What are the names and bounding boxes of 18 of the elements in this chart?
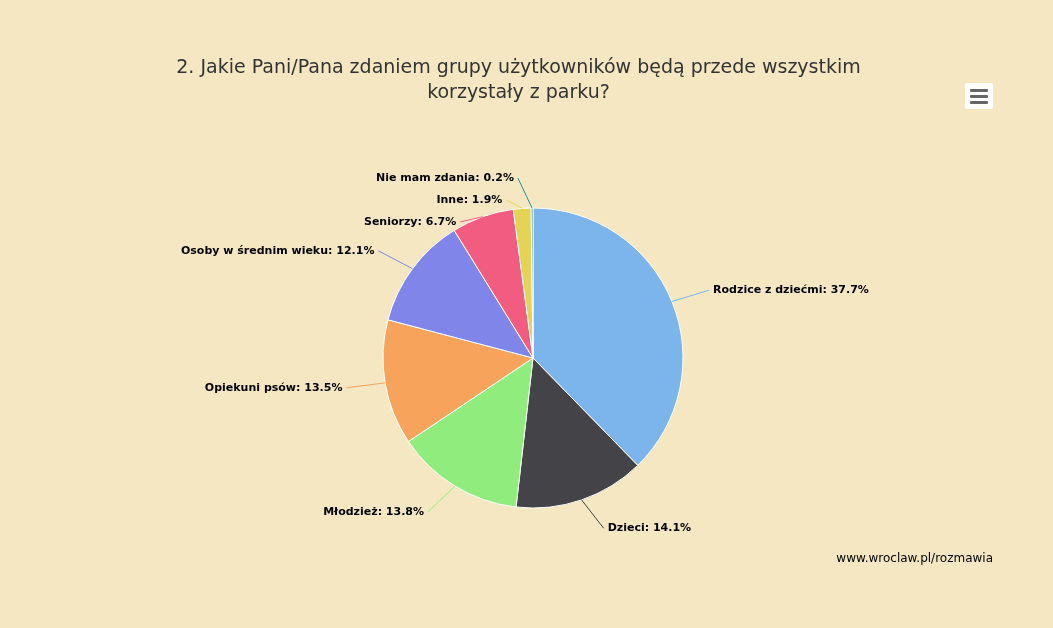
slice-label: Inne: [436, 193, 464, 206]
slice-label: Rodzice z dziećmi: [713, 283, 823, 297]
data-label: : 1.9%: [463, 193, 503, 206]
data-label: : 6.7%: [417, 215, 457, 228]
data-label: : 13.8%: [377, 504, 425, 518]
data-label: : 37.7%: [822, 283, 869, 297]
slice-label: Nie mam zdania: [375, 171, 476, 184]
slice-label: Osoby w średnim wieku: [180, 243, 329, 257]
data-label: : 14.1%: [644, 521, 692, 535]
slice-label: Seniorzy: [363, 215, 418, 228]
data-label: : 0.2%: [475, 171, 514, 184]
slice-label: Dzieci: [607, 521, 645, 535]
slice-label: Opiekuni psów: [204, 380, 297, 394]
data-label: : 13.5%: [296, 380, 343, 394]
data-label: : 12.1%: [328, 243, 375, 257]
chart-title: 2. Jakie Pani/Pana zdaniem grupy użytkowników będą przede wszystkim korzystały z parku?: [176, 55, 861, 102]
slice-label: Młodzież: [323, 504, 378, 518]
text: www.wroclaw.pl/rozmawia: [836, 551, 993, 565]
